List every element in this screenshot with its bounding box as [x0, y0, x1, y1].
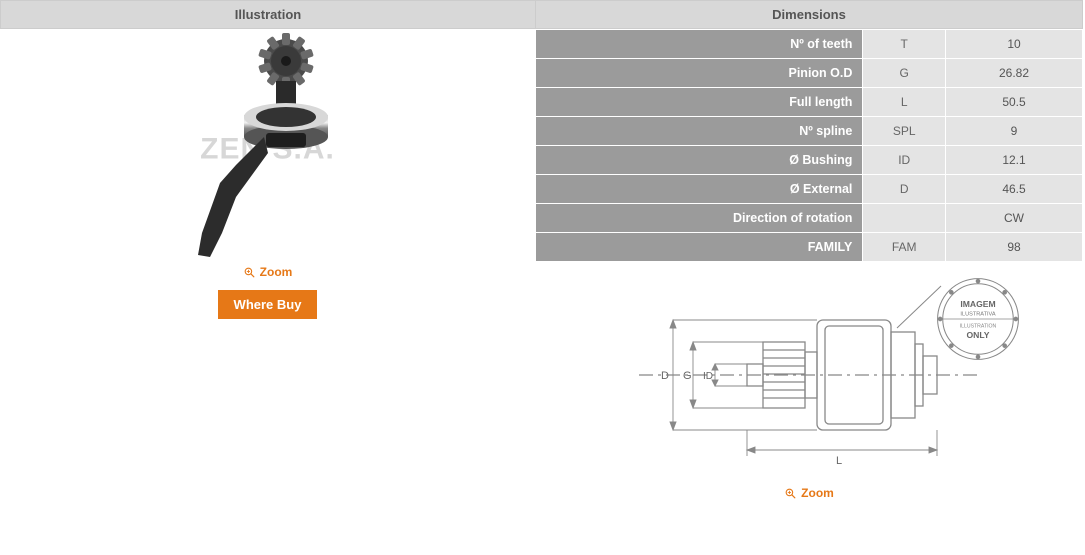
dimension-label: Full length — [536, 88, 862, 116]
diagram-zoom-link[interactable]: Zoom — [784, 486, 834, 500]
dimension-label: Ø External — [536, 175, 862, 203]
illustration-header: Illustration — [0, 0, 535, 29]
table-row: Ø BushingID12.1 — [536, 146, 1082, 174]
product-illustration: ZEN S.A. — [153, 33, 383, 263]
table-row: Full lengthL50.5 — [536, 88, 1082, 116]
table-row: FAMILYFAM98 — [536, 233, 1082, 261]
dimension-value: 98 — [946, 233, 1082, 261]
dimension-value: 50.5 — [946, 88, 1082, 116]
svg-text:G: G — [683, 370, 692, 382]
dimension-symbol: L — [863, 88, 945, 116]
dimensions-header: Dimensions — [535, 0, 1083, 29]
illustration-panel: Illustration ZEN S.A. — [0, 0, 535, 503]
technical-diagram: D G ID — [629, 270, 989, 480]
dimension-label: Ø Bushing — [536, 146, 862, 174]
zoom-icon — [784, 487, 797, 500]
dimension-value: CW — [946, 204, 1082, 232]
illustration-zoom-link[interactable]: Zoom — [243, 265, 293, 279]
table-row: Nº splineSPL9 — [536, 117, 1082, 145]
dimensions-panel: Dimensions Nº of teethT10Pinion O.DG26.8… — [535, 0, 1083, 503]
dimension-label: Nº of teeth — [536, 30, 862, 58]
dimension-value: 10 — [946, 30, 1082, 58]
dimension-label: Direction of rotation — [536, 204, 862, 232]
zoom-icon — [243, 266, 256, 279]
dimension-label: FAMILY — [536, 233, 862, 261]
svg-text:L: L — [836, 455, 842, 467]
dimension-label: Nº spline — [536, 117, 862, 145]
svg-text:ID: ID — [703, 371, 713, 382]
dimension-symbol: SPL — [863, 117, 945, 145]
dimension-value: 26.82 — [946, 59, 1082, 87]
table-row: Ø ExternalD46.5 — [536, 175, 1082, 203]
dimension-symbol: T — [863, 30, 945, 58]
technical-diagram-wrap: IMAGEM ILUSTRATIVA ILLUSTRATION ONLY — [535, 262, 1083, 503]
dimension-symbol: D — [863, 175, 945, 203]
dimensions-table: Nº of teethT10Pinion O.DG26.82Full lengt… — [535, 29, 1083, 262]
zoom-label: Zoom — [260, 265, 293, 279]
dimension-value: 46.5 — [946, 175, 1082, 203]
dimension-symbol: G — [863, 59, 945, 87]
dimension-symbol: FAM — [863, 233, 945, 261]
table-row: Nº of teethT10 — [536, 30, 1082, 58]
svg-text:D: D — [661, 370, 669, 382]
zoom-label: Zoom — [801, 486, 834, 500]
dimension-label: Pinion O.D — [536, 59, 862, 87]
dimension-symbol — [863, 204, 945, 232]
where-buy-button[interactable]: Where Buy — [218, 290, 318, 319]
dimension-symbol: ID — [863, 146, 945, 174]
dimension-value: 12.1 — [946, 146, 1082, 174]
table-row: Pinion O.DG26.82 — [536, 59, 1082, 87]
table-row: Direction of rotation CW — [536, 204, 1082, 232]
dimension-value: 9 — [946, 117, 1082, 145]
